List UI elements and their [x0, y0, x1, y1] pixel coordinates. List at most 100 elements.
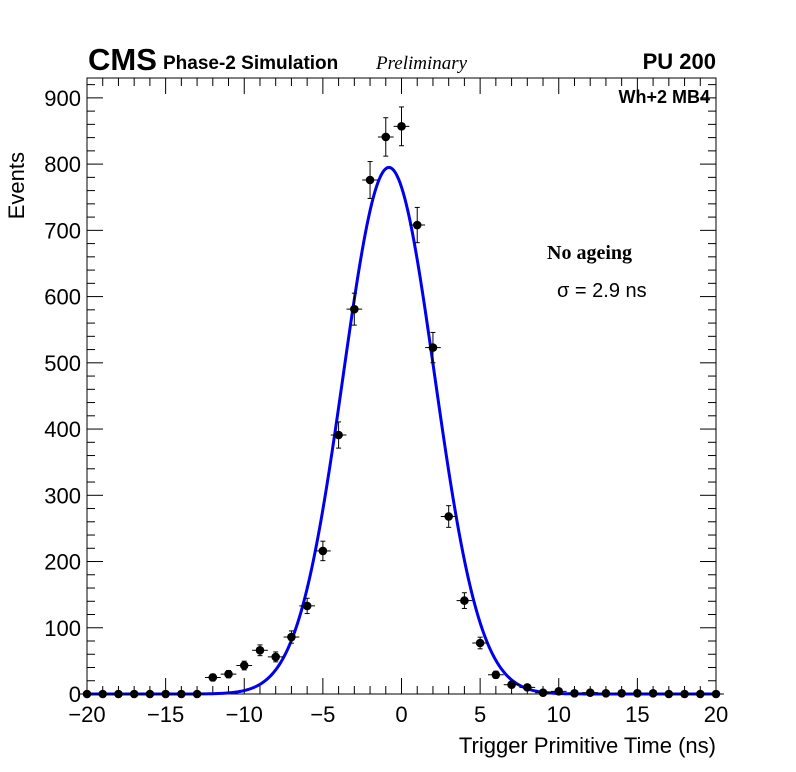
data-point — [189, 689, 205, 699]
y-tick-label: 500 — [44, 351, 81, 376]
y-tick-label: 900 — [44, 86, 81, 111]
pileup-label: PU 200 — [643, 49, 716, 74]
data-point — [676, 689, 693, 699]
data-point — [362, 161, 378, 199]
data-point — [252, 644, 268, 657]
y-tick-label: 300 — [44, 483, 81, 508]
marker — [617, 689, 626, 698]
y-tick-label: 100 — [44, 616, 81, 641]
marker — [318, 546, 328, 556]
marker — [695, 689, 705, 699]
marker — [114, 689, 123, 699]
data-point — [472, 636, 488, 650]
marker — [302, 601, 312, 611]
data-point — [425, 331, 441, 364]
x-tick-label: 10 — [547, 702, 571, 727]
marker — [129, 689, 139, 699]
marker — [412, 220, 422, 230]
y-tick-label: 400 — [44, 417, 81, 442]
sigma-label: σ = 2.9 ns — [557, 280, 647, 302]
data-point — [503, 680, 520, 690]
marker — [428, 343, 438, 352]
data-point — [110, 689, 127, 699]
chamber-label: Wh+2 MB4 — [618, 87, 710, 107]
marker — [523, 683, 532, 692]
cms-label: CMS — [88, 42, 157, 77]
data-point — [173, 689, 190, 699]
data-point — [204, 673, 221, 682]
marker — [460, 596, 469, 605]
marker — [570, 689, 579, 698]
data-point — [299, 597, 316, 615]
marker — [475, 638, 485, 648]
simulation-label: Phase-2 Simulation — [163, 53, 338, 74]
marker — [82, 689, 92, 699]
data-point — [267, 651, 284, 663]
y-tick-label: 0 — [69, 682, 81, 707]
y-tick-label: 200 — [44, 550, 81, 575]
data-point — [330, 421, 347, 449]
x-tick-label: 20 — [704, 702, 728, 727]
data-point — [566, 689, 583, 698]
x-tick-label: −10 — [226, 702, 263, 727]
y-tick-label: 600 — [44, 285, 81, 310]
data-point — [598, 689, 614, 698]
marker — [192, 689, 202, 699]
marker — [397, 122, 406, 131]
data-point — [613, 689, 630, 698]
marker — [161, 689, 170, 699]
marker — [334, 430, 343, 440]
data-point — [535, 688, 551, 697]
y-tick-label: 800 — [44, 152, 81, 177]
marker — [365, 175, 375, 185]
data-point — [550, 687, 567, 696]
data-point — [79, 689, 95, 699]
marker — [444, 512, 453, 521]
axis-ticks: −20 −15 −10 −5 0 5 10 15 20010020030040050060070… — [44, 78, 728, 727]
marker — [255, 645, 265, 655]
marker — [208, 673, 218, 682]
data-point — [440, 505, 457, 528]
marker — [350, 304, 359, 314]
marker — [648, 689, 658, 698]
x-tick-label: 15 — [625, 702, 649, 727]
marker — [381, 132, 391, 142]
data-point — [142, 689, 158, 699]
marker — [271, 652, 281, 662]
x-axis-title: Trigger Primitive Time (ns) — [459, 733, 716, 758]
marker — [601, 689, 611, 698]
data-point — [126, 689, 143, 699]
y-tick-label: 700 — [44, 218, 81, 243]
data-point — [315, 540, 331, 562]
data-point — [346, 292, 363, 326]
x-tick-label: −5 — [310, 702, 335, 727]
marker — [507, 680, 516, 690]
x-tick-label: 5 — [474, 702, 486, 727]
marker — [554, 687, 564, 696]
data-point — [582, 688, 599, 697]
marker — [287, 632, 296, 642]
data-point — [645, 689, 661, 698]
marker — [177, 689, 186, 699]
data-point — [236, 660, 253, 671]
data-point — [393, 106, 410, 147]
data-point — [409, 206, 426, 244]
x-tick-label: −15 — [147, 702, 184, 727]
marker — [585, 688, 595, 697]
data-point — [708, 689, 724, 699]
marker — [224, 669, 233, 679]
x-tick-label: 0 — [395, 702, 407, 727]
marker — [491, 670, 501, 680]
marker — [98, 689, 108, 699]
data-point — [220, 669, 237, 679]
plot-frame — [86, 77, 717, 695]
marker — [633, 689, 642, 698]
data-point — [519, 683, 536, 692]
marker — [239, 661, 249, 670]
preliminary-label: Preliminary — [375, 53, 468, 74]
data-points-group — [79, 106, 724, 699]
y-axis-title: Events — [4, 152, 29, 219]
marker — [711, 689, 721, 699]
marker — [664, 689, 674, 699]
data-point — [692, 689, 709, 699]
